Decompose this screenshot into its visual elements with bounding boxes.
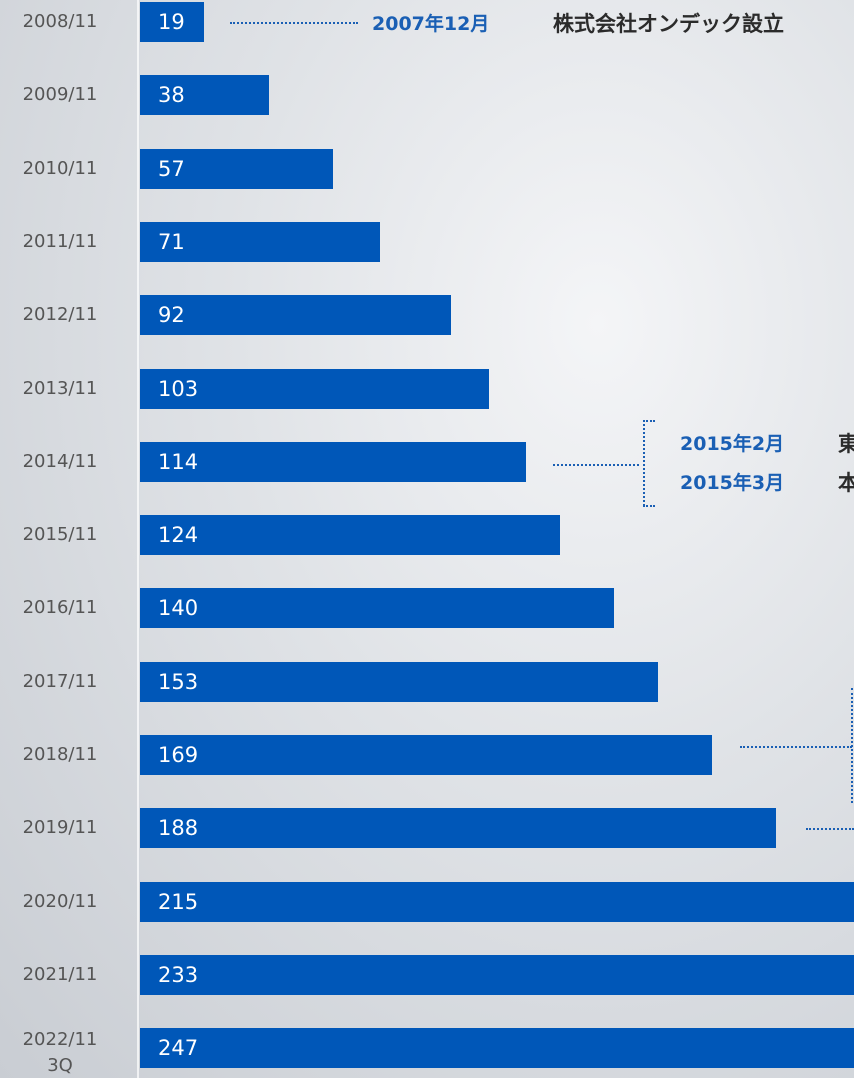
bracket xyxy=(643,505,655,507)
y-tick-label: 2019/11 xyxy=(22,817,98,839)
y-tick-label: 2016/11 xyxy=(22,597,98,619)
y-tick-label: 2020/11 xyxy=(22,890,98,912)
bracket xyxy=(643,420,655,422)
y-tick-label: 2015/11 xyxy=(22,524,98,546)
bar: 38 xyxy=(140,75,269,116)
bar-value-label: 169 xyxy=(158,743,199,767)
bar-value-label: 19 xyxy=(158,10,185,34)
bar-value-label: 57 xyxy=(158,156,185,181)
bar-value-label: 114 xyxy=(158,449,199,474)
y-tick-label: 2011/11 xyxy=(22,230,98,252)
leader-line xyxy=(740,746,852,748)
bar: 57 xyxy=(140,148,333,189)
annotation-text: 本 xyxy=(838,471,854,495)
bar-value-label: 140 xyxy=(158,596,199,621)
bar-value-label: 247 xyxy=(158,1036,199,1061)
bar: 92 xyxy=(140,295,452,336)
bar: 114 xyxy=(140,441,526,482)
y-tick-label: 2009/11 xyxy=(22,84,98,106)
bar: 124 xyxy=(140,515,560,556)
bar: 233 xyxy=(140,954,854,995)
y-tick-label: 2012/11 xyxy=(22,304,98,326)
bar-value-label: 103 xyxy=(158,376,199,401)
annotation-date: 2007年12月 xyxy=(372,13,490,35)
bar-value-label: 71 xyxy=(158,229,185,254)
leader-line xyxy=(230,22,358,24)
bar-value-label: 124 xyxy=(158,523,199,548)
y-tick-label: 2021/11 xyxy=(22,963,98,985)
bar-value-label: 215 xyxy=(158,889,199,914)
y-tick-label: 2014/11 xyxy=(22,450,98,472)
axis-line xyxy=(137,0,139,1078)
leader-line xyxy=(553,464,639,466)
bar: 71 xyxy=(140,221,381,262)
bar-value-label: 38 xyxy=(158,83,185,108)
bracket xyxy=(643,420,645,506)
bar: 103 xyxy=(140,368,489,409)
bar: 188 xyxy=(140,808,777,849)
bracket xyxy=(851,688,853,803)
bar: 153 xyxy=(140,661,658,702)
bar-value-label: 153 xyxy=(158,669,199,694)
y-tick-label: 2008/11 xyxy=(22,11,98,32)
y-tick-label: 2010/11 xyxy=(22,157,98,179)
annotation-text: 株式会社オンデック設立 xyxy=(553,12,784,36)
bar-value-label: 188 xyxy=(158,816,199,841)
bar: 140 xyxy=(140,588,614,629)
bar: 215 xyxy=(140,881,854,922)
y-tick-label: 2017/11 xyxy=(22,670,98,692)
annotation-date: 2015年2月 xyxy=(680,433,785,455)
y-tick-label: 2018/11 xyxy=(22,744,98,765)
leader-line xyxy=(806,828,854,830)
annotation-text: 東 xyxy=(838,432,854,456)
annotation-date: 2015年3月 xyxy=(680,472,785,494)
bar-value-label: 92 xyxy=(158,303,185,328)
y-tick-label: 2022/11 3Q xyxy=(22,1029,98,1077)
y-tick-label: 2013/11 xyxy=(22,377,98,399)
bar: 169 xyxy=(140,735,713,775)
bar: 247 xyxy=(140,1028,854,1069)
bar-value-label: 233 xyxy=(158,962,199,987)
bar: 19 xyxy=(140,2,205,42)
